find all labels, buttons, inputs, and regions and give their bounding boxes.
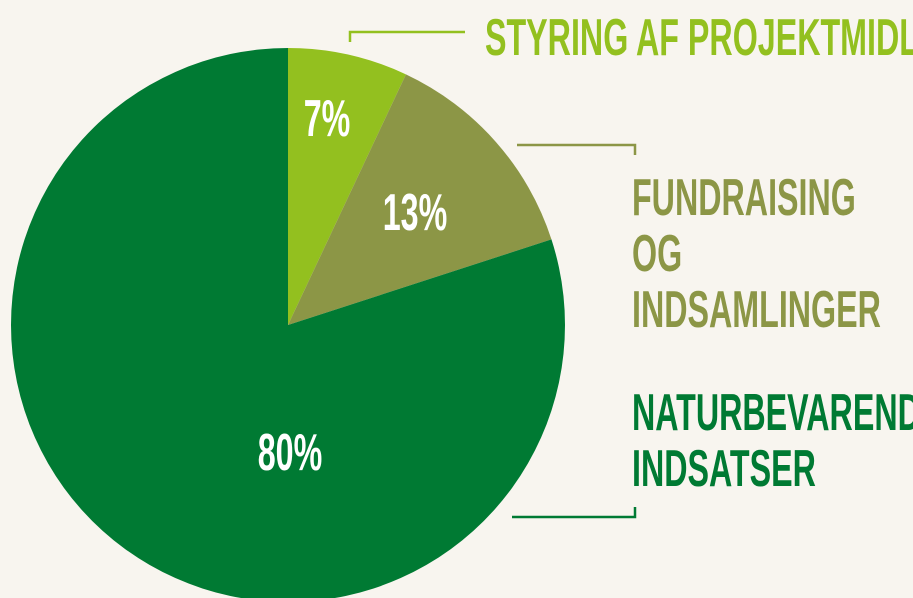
value-label: 13% (383, 184, 448, 242)
slice (288, 48, 406, 325)
slice (288, 74, 552, 325)
legend-line: INDSATSER (632, 440, 816, 498)
leader-line (517, 143, 637, 155)
slice (11, 48, 565, 598)
legend-line: FUNDRAISING (632, 169, 856, 227)
legend-line: OG (632, 225, 682, 283)
legend-label: FUNDRAISING OG INDSAMLINGER (632, 169, 881, 339)
legend-line: INDSAMLINGER (632, 281, 881, 339)
legend-line: STYRING AF PROJEKTMIDLER (485, 9, 913, 67)
legend-line: NATURBEVARENDE (632, 384, 913, 442)
slices (11, 48, 565, 598)
leader-line (348, 30, 465, 42)
labels: 7% STYRING AF PROJEKTMIDLER 13% FUNDRAISING… (258, 9, 913, 498)
legend-label: STYRING AF PROJEKTMIDLER (485, 9, 913, 67)
value-label: 7% (304, 90, 351, 148)
value-label: 80% (258, 424, 323, 482)
legend-label: NATURBEVARENDE INDSATSER (632, 384, 913, 498)
leader-line (512, 507, 637, 519)
